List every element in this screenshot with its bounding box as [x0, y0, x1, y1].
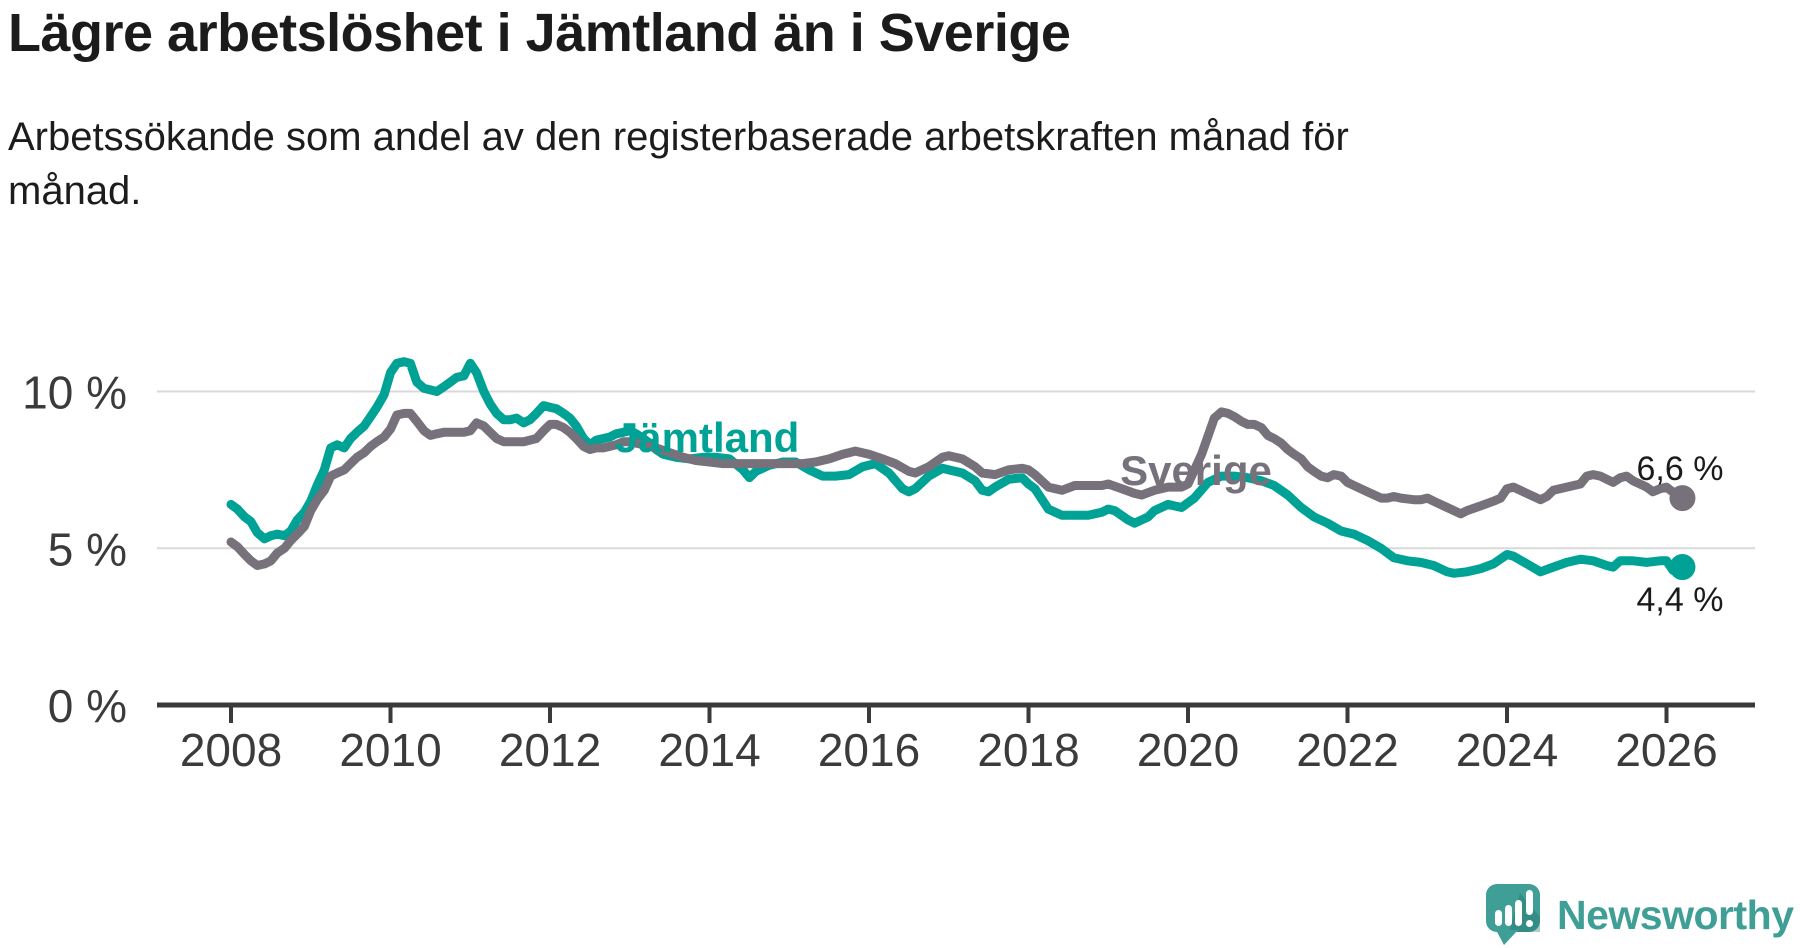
x-axis-tick-label: 2014 — [658, 724, 760, 776]
subtitle-line-1: Arbetssökande som andel av den registerb… — [8, 115, 1349, 159]
subtitle-line-2: månad. — [8, 169, 142, 213]
newsworthy-logo-icon — [1486, 884, 1540, 945]
newsworthy-logo: Newsworthy — [1486, 884, 1794, 946]
series-end-dot-jamtland — [1669, 554, 1696, 581]
x-axis-tick-label: 2024 — [1456, 724, 1558, 776]
x-axis-tick-label: 2008 — [180, 724, 282, 776]
series-name-label-sverige: Sverige — [1120, 447, 1272, 494]
y-axis-label: 0 % — [48, 680, 127, 732]
newsworthy-logo-text: Newsworthy — [1557, 892, 1794, 938]
x-axis-tick-label: 2022 — [1296, 724, 1398, 776]
x-axis-tick-label: 2026 — [1615, 724, 1717, 776]
y-axis-label: 10 % — [22, 367, 127, 419]
series-end-dot-sverige — [1669, 485, 1696, 512]
x-axis-tick-label: 2016 — [818, 724, 920, 776]
chart-title: Lägre arbetslöshet i Jämtland än i Sveri… — [8, 3, 1071, 63]
series-line-jamtland — [226, 357, 1687, 578]
x-axis-tick-label: 2010 — [339, 724, 441, 776]
series-end-label-sverige: 6,6 % — [1636, 450, 1723, 488]
series-name-label-jamtland: Jämtland — [615, 414, 799, 461]
x-axis-tick-label: 2012 — [499, 724, 601, 776]
y-axis-label: 5 % — [48, 523, 127, 575]
x-axis-tick-label: 2018 — [977, 724, 1079, 776]
series-line-sverige — [226, 407, 1687, 570]
series-end-label-jamtland: 4,4 % — [1636, 581, 1723, 619]
x-axis-tick-label: 2020 — [1137, 724, 1239, 776]
chart-subtitle: Arbetssökande som andel av den registerb… — [8, 110, 1349, 218]
